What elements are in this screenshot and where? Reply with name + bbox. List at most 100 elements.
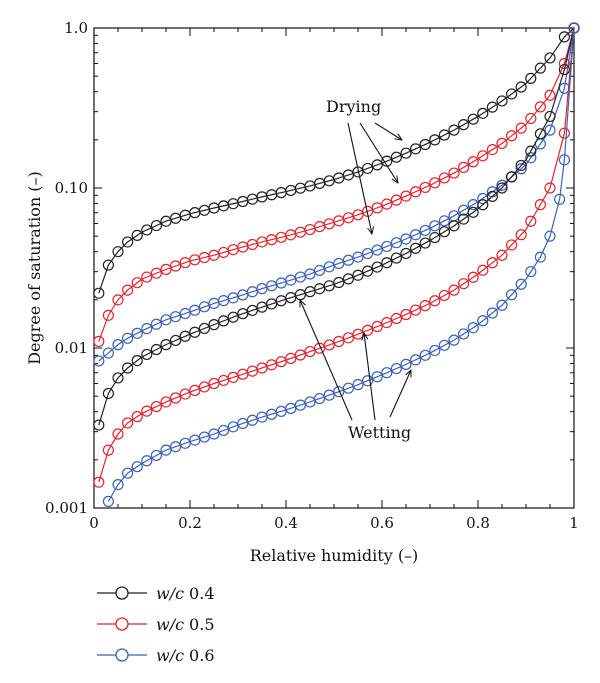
data-point	[558, 154, 571, 166]
data-point	[496, 299, 508, 311]
data-point	[506, 289, 518, 301]
svg-text:w/c0.5: w/c 0.5	[156, 615, 215, 634]
series-drying-2	[93, 22, 580, 367]
data-point	[352, 379, 364, 391]
data-point	[419, 300, 431, 312]
data-point	[189, 304, 201, 316]
axis-tick-labels: 0 0.2 0.4 0.6 0.8 1 0.001 0.01 0.10 1.0	[45, 19, 579, 532]
data-point	[429, 220, 441, 232]
data-point	[419, 181, 431, 194]
data-point	[515, 163, 527, 175]
legend-item-wc05: w/c 0.5	[97, 615, 215, 634]
svg-text:w/c0.4: w/c 0.4	[156, 584, 215, 603]
data-point	[112, 372, 124, 384]
data-point	[515, 159, 527, 172]
data-point	[544, 124, 556, 136]
annotation-drying-label: Drying	[326, 97, 381, 116]
data-point	[342, 273, 354, 285]
data-point	[304, 345, 316, 358]
data-point	[314, 264, 326, 277]
data-point	[381, 198, 393, 210]
data-point	[390, 252, 402, 264]
data-point	[371, 320, 383, 333]
x-tick-label: 0.6	[370, 514, 394, 532]
data-point	[458, 119, 470, 131]
data-point	[227, 311, 239, 323]
data-point	[304, 396, 316, 408]
data-point	[467, 156, 479, 168]
series-wetting-1	[93, 22, 580, 488]
data-point	[131, 461, 143, 473]
data-point	[458, 213, 470, 225]
legend-wc05-value: 0.5	[189, 615, 214, 634]
data-point	[112, 479, 124, 491]
y-axis-title: Degree of saturation (–)	[25, 171, 44, 365]
data-point	[438, 289, 450, 302]
data-point	[558, 127, 571, 139]
data-point	[218, 424, 230, 437]
data-point	[410, 229, 422, 241]
data-point	[544, 182, 556, 194]
data-point	[323, 339, 335, 351]
data-point	[371, 371, 383, 383]
svg-text:w/c0.6: w/c 0.6	[156, 646, 215, 665]
data-point	[362, 375, 374, 387]
data-point	[131, 411, 143, 423]
data-point	[121, 362, 134, 374]
data-point	[141, 348, 153, 361]
legend-item-wc06: w/c 0.6	[97, 646, 215, 665]
data-point	[486, 307, 498, 319]
data-point	[438, 339, 450, 351]
data-point	[544, 110, 556, 123]
data-point	[150, 318, 162, 330]
data-point	[534, 101, 547, 113]
data-point	[314, 342, 326, 354]
data-point	[477, 315, 489, 327]
data-point	[486, 190, 498, 202]
data-point	[438, 172, 450, 184]
data-point	[438, 129, 450, 141]
data-point	[477, 199, 489, 211]
data-point	[448, 167, 460, 179]
data-point	[150, 219, 162, 232]
data-point	[458, 161, 470, 173]
data-point	[419, 237, 431, 249]
data-point	[400, 147, 412, 159]
data-point	[362, 205, 374, 217]
data-point	[170, 334, 182, 347]
data-point	[160, 339, 172, 351]
data-point	[333, 335, 345, 348]
data-point	[448, 284, 460, 296]
data-point	[102, 444, 115, 456]
data-point	[131, 277, 143, 289]
data-point	[179, 388, 191, 400]
data-point	[93, 419, 105, 431]
data-point	[112, 246, 124, 258]
data-point	[544, 89, 556, 101]
data-point	[400, 190, 412, 202]
data-point	[150, 400, 162, 413]
series-line	[98, 27, 575, 362]
data-point	[294, 399, 306, 411]
y-tick-label: 1.0	[64, 19, 88, 37]
data-point	[429, 231, 441, 244]
data-point	[179, 437, 191, 449]
data-point	[467, 206, 479, 218]
data-point	[102, 387, 115, 400]
data-point	[458, 278, 470, 290]
data-point	[486, 101, 498, 113]
data-point	[371, 261, 383, 273]
data-point	[429, 177, 441, 189]
data-point	[467, 322, 479, 334]
data-point	[438, 215, 450, 227]
data-point	[131, 229, 143, 241]
data-point	[553, 193, 566, 205]
data-point	[410, 242, 422, 254]
data-point	[131, 354, 143, 367]
data-point	[131, 327, 143, 339]
annotation-wetting: Wetting	[300, 300, 411, 442]
data-point	[352, 269, 364, 281]
data-point	[525, 152, 537, 164]
data-point	[410, 143, 422, 155]
data-point	[170, 260, 182, 272]
